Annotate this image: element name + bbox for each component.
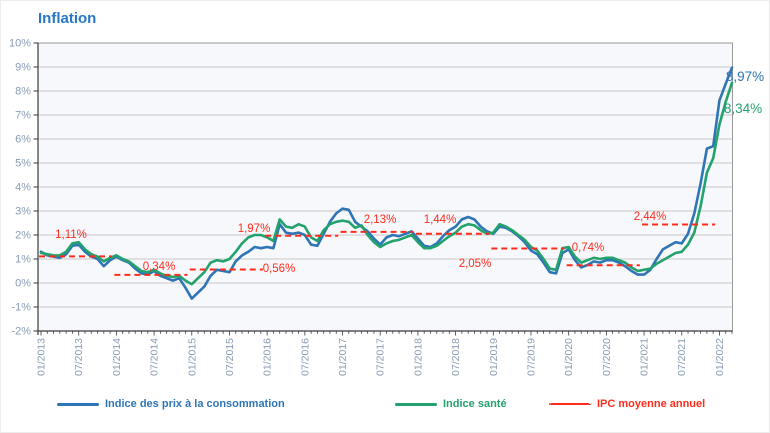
end-label: 8,34% (724, 101, 762, 116)
cpi-line-swatch (57, 402, 99, 406)
health-line-swatch (395, 402, 437, 406)
y-tick-label: 4% (15, 182, 31, 194)
x-tick-label: 01/2014 (111, 338, 123, 376)
y-tick-label: -1% (11, 302, 31, 314)
legend-item-health: Indice santé (395, 397, 507, 411)
y-tick-label: 8% (15, 86, 31, 98)
x-tick-label: 07/2015 (224, 338, 236, 376)
annual-average-label: 1,97% (238, 223, 271, 235)
x-tick-label: 07/2021 (676, 338, 688, 376)
y-tick-label: 3% (15, 206, 31, 218)
legend-item-average: IPC moyenne annuel (549, 397, 705, 411)
y-tick-label: -2% (11, 326, 31, 338)
annual-average-label: 0,56% (263, 263, 296, 275)
annual-average-label: 1,11% (55, 229, 87, 241)
x-tick-label: 07/2018 (450, 338, 462, 376)
x-tick-label: 07/2017 (375, 338, 387, 376)
y-tick-label: 0% (15, 278, 31, 290)
health-line (39, 81, 734, 286)
x-tick-label: 01/2017 (337, 338, 349, 376)
y-tick-label: 10% (9, 38, 31, 50)
legend-label-health: Indice santé (443, 398, 507, 410)
x-tick-label: 01/2021 (639, 338, 651, 376)
x-tick-label: 01/2016 (262, 338, 274, 376)
y-tick-label: 7% (15, 110, 31, 122)
y-tick-label: 2% (15, 230, 31, 242)
y-tick-label: 5% (15, 158, 31, 170)
x-tick-label: 07/2013 (73, 338, 85, 376)
x-tick-label: 07/2019 (525, 338, 537, 376)
annual-average-label: 2,44% (634, 211, 667, 223)
x-tick-label: 01/2019 (488, 338, 500, 376)
y-tick-label: 9% (15, 62, 31, 74)
annual-average-label: 2,13% (364, 214, 397, 226)
x-tick-label: 01/2020 (563, 338, 575, 376)
end-label: 8,97% (726, 69, 764, 84)
x-tick-label: 01/2018 (412, 338, 424, 376)
annual-average-label: 2,05% (459, 258, 492, 270)
x-tick-label: 01/2015 (186, 338, 198, 376)
x-tick-label: 07/2020 (601, 338, 613, 376)
x-tick-label: 07/2014 (149, 338, 161, 376)
annual-average-label: 0,74% (572, 242, 605, 254)
chart-legend: Indice des prix à la consommation Indice… (1, 397, 769, 417)
annual-average-label: 0,34% (143, 261, 176, 273)
legend-label-average: IPC moyenne annuel (597, 398, 706, 410)
chart-title: Inflation (38, 10, 97, 27)
x-tick-label: 01/2013 (36, 338, 48, 376)
x-tick-label: 07/2016 (299, 338, 311, 376)
cpi-line (39, 66, 734, 300)
annual-average-label: 1,44% (424, 214, 457, 226)
y-tick-label: 6% (15, 134, 31, 146)
average-line-swatch (549, 403, 591, 405)
y-tick-label: 1% (15, 254, 31, 266)
x-tick-label: 01/2022 (714, 338, 726, 376)
legend-item-cpi: Indice des prix à la consommation (57, 397, 285, 411)
legend-label-cpi: Indice des prix à la consommation (105, 398, 285, 410)
